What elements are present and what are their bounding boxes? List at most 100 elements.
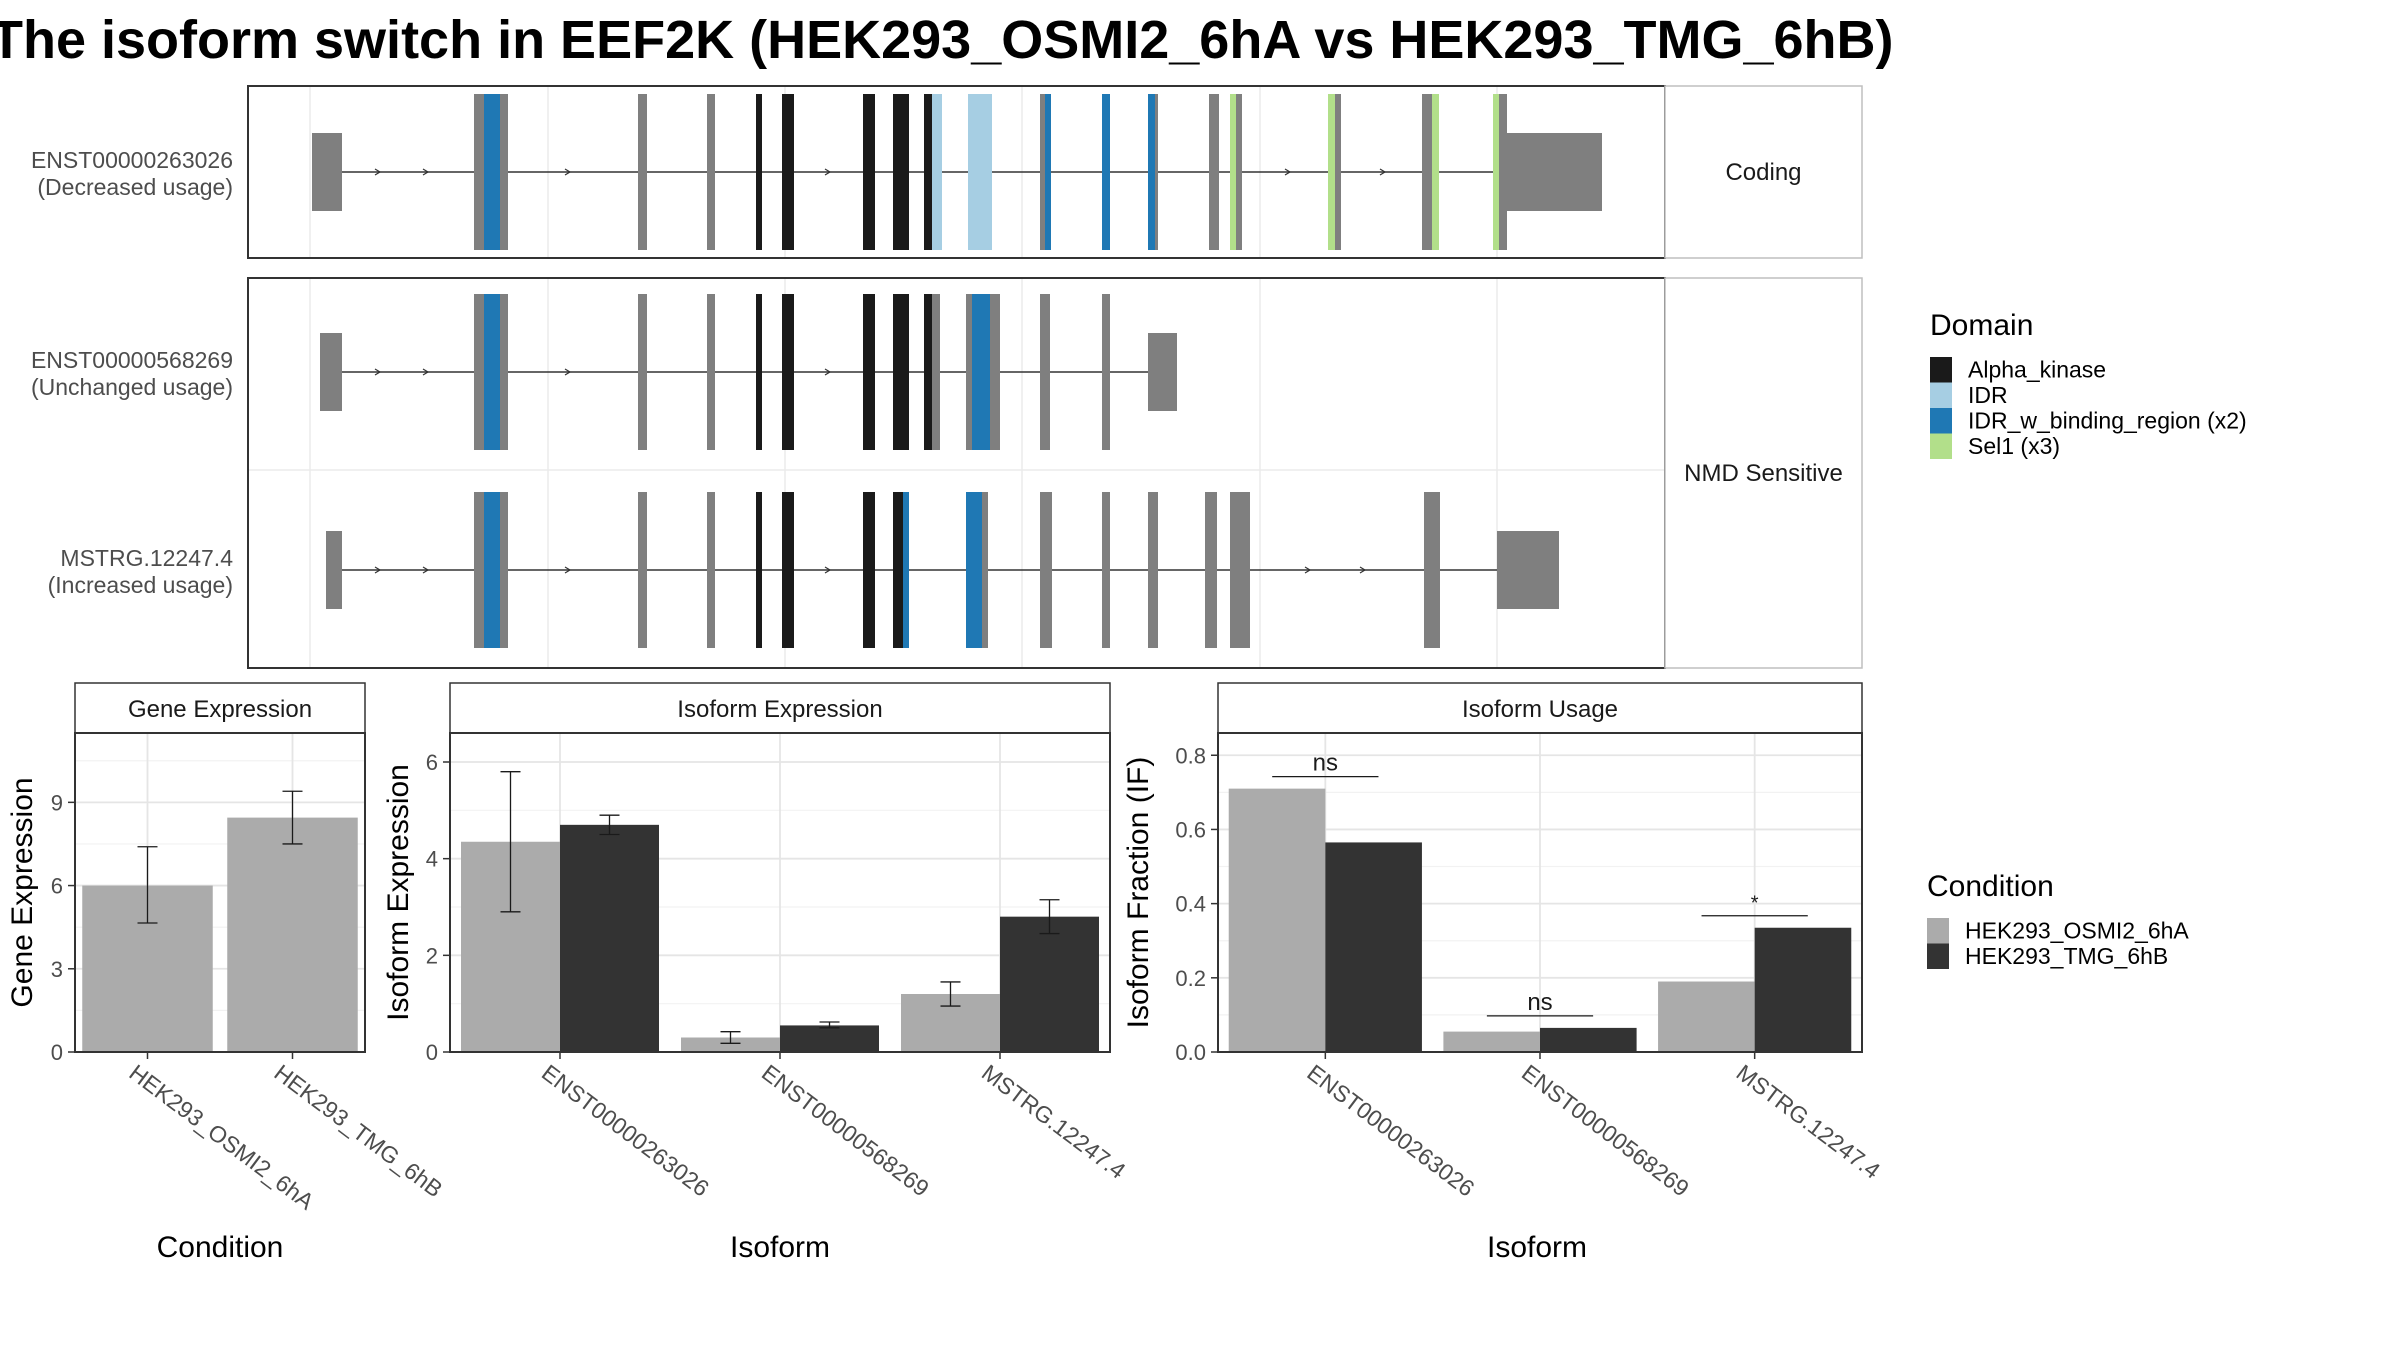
exon bbox=[707, 94, 715, 250]
x-tick-label: ENST00000263026 bbox=[1302, 1059, 1479, 1201]
significance-label: * bbox=[1751, 893, 1759, 915]
exon bbox=[932, 294, 940, 450]
y-tick-label: 0.0 bbox=[1175, 1040, 1206, 1065]
strand-arrow bbox=[374, 566, 382, 574]
domain-exon-idr-binding bbox=[1148, 94, 1155, 250]
legend-label: Alpha_kinase bbox=[1968, 357, 2106, 383]
exon bbox=[1424, 492, 1440, 648]
y-tick-label: 4 bbox=[426, 847, 438, 872]
legend-swatch bbox=[1930, 433, 1952, 459]
panel-border bbox=[74, 732, 366, 1053]
strand-arrow bbox=[824, 168, 832, 176]
legend-title: Domain bbox=[1930, 309, 2033, 342]
strand-arrow bbox=[564, 168, 572, 176]
exon bbox=[1040, 492, 1044, 648]
transcript-usage: (Unchanged usage) bbox=[31, 374, 233, 400]
domain-exon-sel1 bbox=[1493, 94, 1499, 250]
exon bbox=[1148, 333, 1177, 411]
bar bbox=[1540, 1027, 1637, 1052]
panel-title: Isoform Expression bbox=[677, 696, 882, 723]
domain-exon-alpha-kinase bbox=[924, 94, 932, 250]
bar bbox=[1325, 842, 1422, 1052]
exon bbox=[638, 94, 647, 250]
domain-legend: Domain Alpha_kinaseIDRIDR_w_binding_regio… bbox=[1930, 309, 2247, 459]
strand-arrow bbox=[1304, 566, 1312, 574]
x-axis-title: Isoform bbox=[1487, 1231, 1587, 1264]
bar bbox=[1443, 1031, 1540, 1052]
domain-exon-alpha-kinase bbox=[756, 94, 762, 250]
x-tick-label: MSTRG.12247.4 bbox=[977, 1059, 1131, 1184]
x-tick-label: ENST00000568269 bbox=[757, 1059, 934, 1201]
facet-background bbox=[248, 278, 1665, 668]
exon bbox=[1422, 94, 1432, 250]
bar bbox=[227, 817, 358, 1052]
domain-exon-alpha-kinase bbox=[782, 94, 794, 250]
exon bbox=[1148, 492, 1158, 648]
exon bbox=[474, 294, 484, 450]
exon bbox=[707, 294, 715, 450]
x-axis-title: Condition bbox=[157, 1231, 284, 1264]
facet-strip bbox=[1664, 85, 1863, 259]
domain-exon-idr-binding bbox=[903, 492, 909, 648]
domain-exon-alpha-kinase bbox=[756, 492, 762, 648]
legend-swatch bbox=[1930, 408, 1952, 434]
legend-label: Sel1 (x3) bbox=[1968, 433, 2060, 459]
legend-label: HEK293_OSMI2_6hA bbox=[1965, 918, 2189, 944]
strand-arrow bbox=[824, 368, 832, 376]
exon bbox=[312, 133, 342, 211]
bar bbox=[1658, 981, 1755, 1052]
panel-strip bbox=[1217, 682, 1863, 734]
exon bbox=[966, 294, 972, 450]
legend-label: IDR bbox=[1968, 382, 2008, 408]
y-tick-label: 0.8 bbox=[1175, 743, 1206, 768]
legend-swatch bbox=[1930, 382, 1952, 408]
exon bbox=[1499, 94, 1507, 250]
exon bbox=[1040, 94, 1045, 250]
x-tick-label: ENST00000263026 bbox=[537, 1059, 714, 1201]
strand-arrow bbox=[374, 168, 382, 176]
legend-label: IDR_w_binding_region (x2) bbox=[1968, 408, 2247, 434]
domain-exon-idr-binding bbox=[484, 294, 500, 450]
panel-title: Isoform Usage bbox=[1462, 696, 1618, 723]
x-axis-title: Isoform bbox=[730, 1231, 830, 1264]
domain-exon-alpha-kinase bbox=[863, 492, 875, 648]
exon bbox=[990, 294, 1000, 450]
strand-arrow bbox=[422, 566, 430, 574]
exon bbox=[474, 94, 484, 250]
domain-exon-idr-binding bbox=[1102, 94, 1110, 250]
exon bbox=[500, 94, 508, 250]
x-tick-label: MSTRG.12247.4 bbox=[1732, 1059, 1886, 1184]
significance-label: ns bbox=[1313, 750, 1338, 777]
exon bbox=[474, 492, 484, 648]
exon bbox=[1040, 294, 1050, 450]
exon bbox=[638, 492, 647, 648]
transcript-name: ENST00000568269 bbox=[31, 347, 233, 373]
exon bbox=[1497, 531, 1559, 609]
exon bbox=[982, 492, 988, 648]
x-tick-label: ENST00000568269 bbox=[1517, 1059, 1694, 1201]
exon bbox=[1335, 94, 1341, 250]
strand-arrow bbox=[824, 566, 832, 574]
bar bbox=[681, 1037, 780, 1052]
strand-arrow bbox=[1359, 566, 1367, 574]
domain-exon-idr bbox=[932, 94, 942, 250]
y-tick-label: 9 bbox=[51, 790, 63, 815]
y-tick-label: 6 bbox=[426, 750, 438, 775]
transcript-name: ENST00000263026 bbox=[31, 147, 233, 173]
domain-exon-alpha-kinase bbox=[863, 94, 875, 250]
facet-strip-label: NMD Sensitive bbox=[1684, 460, 1843, 487]
y-tick-label: 0.6 bbox=[1175, 817, 1206, 842]
exon bbox=[1205, 492, 1217, 648]
legend-swatch bbox=[1930, 357, 1952, 383]
facet-strip-label: Coding bbox=[1725, 159, 1801, 186]
exon bbox=[1044, 492, 1052, 648]
exon bbox=[1102, 294, 1110, 450]
domain-exon-idr-binding bbox=[966, 492, 982, 648]
exon bbox=[320, 333, 342, 411]
exon bbox=[1236, 94, 1242, 250]
y-tick-label: 2 bbox=[426, 943, 438, 968]
significance-label: ns bbox=[1527, 989, 1552, 1016]
exon bbox=[500, 492, 508, 648]
